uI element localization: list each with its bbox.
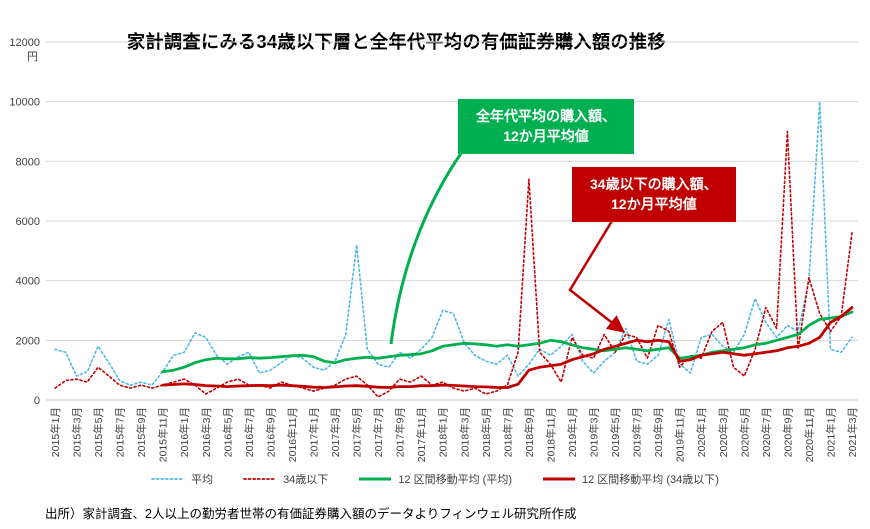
x-tick-label: 2017年1月 xyxy=(307,407,320,457)
y-axis-unit-label: 円 xyxy=(27,51,38,63)
legend-swatch-0 xyxy=(151,478,185,480)
x-tick-label: 2016年11月 xyxy=(286,407,299,462)
x-tick-label: 2015年7月 xyxy=(114,407,127,457)
y-tick-label-6000: 6000 xyxy=(16,216,40,228)
x-tick-label: 2020年3月 xyxy=(717,407,730,457)
x-tick-label: 2015年9月 xyxy=(135,407,148,457)
x-tick-label: 2020年11月 xyxy=(803,407,816,462)
x-tick-label: 2018年5月 xyxy=(480,407,493,457)
x-tick-label: 2019年3月 xyxy=(588,407,601,457)
line-chart-svg: 0 2000 4000 6000 8000 10000 12000 円 2015年1月 2015年… xyxy=(9,37,859,462)
x-tick-label: 2020年1月 xyxy=(695,407,708,457)
x-tick-label: 2015年5月 xyxy=(92,407,105,457)
annotation-under-34-line1: 34歳以下の購入額、 xyxy=(590,176,718,192)
x-tick-label: 2018年7月 xyxy=(501,407,514,457)
legend-swatch-3 xyxy=(543,477,575,481)
x-tick-label: 2017年9月 xyxy=(394,407,407,457)
legend-item-2: 12 区間移動平均 (平均) xyxy=(358,471,512,487)
legend-label-1: 34歳以下 xyxy=(283,474,329,486)
legend-label-0: 平均 xyxy=(191,474,214,486)
x-tick-label: 2017年7月 xyxy=(372,407,385,457)
y-tick-label-10000: 10000 xyxy=(9,97,40,109)
series-line-1 xyxy=(54,130,853,398)
source-note: 出所）家計調査、2人以上の勤労者世帯の有価証券購入額のデータよりフィンウェル研究… xyxy=(45,507,577,521)
legend-item-3: 12 区間移動平均 (34歳以下) xyxy=(542,471,719,487)
series-line-3 xyxy=(161,306,854,389)
y-tick-label-2000: 2000 xyxy=(16,335,40,347)
series-line-0 xyxy=(54,100,853,386)
legend-label-2: 12 区間移動平均 (平均) xyxy=(398,474,512,486)
y-tick-label-12000: 12000 xyxy=(9,37,40,49)
x-tick-label: 2018年11月 xyxy=(544,407,557,462)
x-tick-label: 2021年1月 xyxy=(824,407,837,457)
x-tick-label: 2020年7月 xyxy=(760,407,773,457)
annotation-connector-red xyxy=(568,215,625,333)
x-tick-label: 2017年3月 xyxy=(329,407,342,457)
x-tick-label: 2016年3月 xyxy=(200,407,213,457)
annotation-under-34: 34歳以下の購入額、 12か月平均値 xyxy=(572,167,736,222)
x-tick-label: 2018年1月 xyxy=(437,407,450,457)
legend-item-1: 34歳以下 xyxy=(243,471,328,487)
x-tick-label: 2019年5月 xyxy=(609,407,622,457)
annotation-all-ages-average: 全年代平均の購入額、 12か月平均値 xyxy=(458,99,634,154)
annotation-all-ages-line1: 全年代平均の購入額、 xyxy=(476,108,616,124)
x-tick-label: 2016年7月 xyxy=(243,407,256,457)
y-tick-label-4000: 4000 xyxy=(16,276,40,288)
x-tick-label: 2015年11月 xyxy=(157,407,170,462)
x-tick-label: 2018年9月 xyxy=(523,407,536,457)
x-tick-label: 2017年11月 xyxy=(415,407,428,462)
x-tick-label: 2016年1月 xyxy=(178,407,191,457)
x-tick-label: 2016年9月 xyxy=(264,407,277,457)
chart-legend: 平均 34歳以下 12 区間移動平均 (平均) 12 区間移動平均 (34歳以下) xyxy=(0,471,870,487)
x-tick-label: 2016年5月 xyxy=(221,407,234,457)
x-tick-label: 2019年9月 xyxy=(652,407,665,457)
x-tick-label: 2020年5月 xyxy=(738,407,751,457)
legend-item-0: 平均 xyxy=(151,471,213,487)
series-line-2 xyxy=(161,310,854,374)
x-tick-label: 2015年3月 xyxy=(71,407,84,457)
y-tick-label-8000: 8000 xyxy=(16,156,40,168)
annotation-under-34-line2: 12か月平均値 xyxy=(611,196,697,213)
x-tick-label: 2018年3月 xyxy=(458,407,471,457)
y-tick-label-0: 0 xyxy=(34,395,40,407)
x-tick-label: 2019年7月 xyxy=(631,407,644,457)
annotation-all-ages-line2: 12か月平均値 xyxy=(503,128,589,145)
x-tick-label: 2015年1月 xyxy=(49,407,62,457)
x-tick-label: 2021年3月 xyxy=(846,407,859,457)
x-tick-label: 2017年5月 xyxy=(351,407,364,457)
legend-swatch-2 xyxy=(359,477,392,481)
legend-label-3: 12 区間移動平均 (34歳以下) xyxy=(582,474,719,486)
annotation-connector-green xyxy=(389,151,464,345)
x-tick-label: 2019年11月 xyxy=(674,407,687,462)
legend-swatch-1 xyxy=(243,478,277,480)
x-tick-label: 2020年9月 xyxy=(781,407,794,457)
x-tick-label: 2019年1月 xyxy=(566,407,579,457)
